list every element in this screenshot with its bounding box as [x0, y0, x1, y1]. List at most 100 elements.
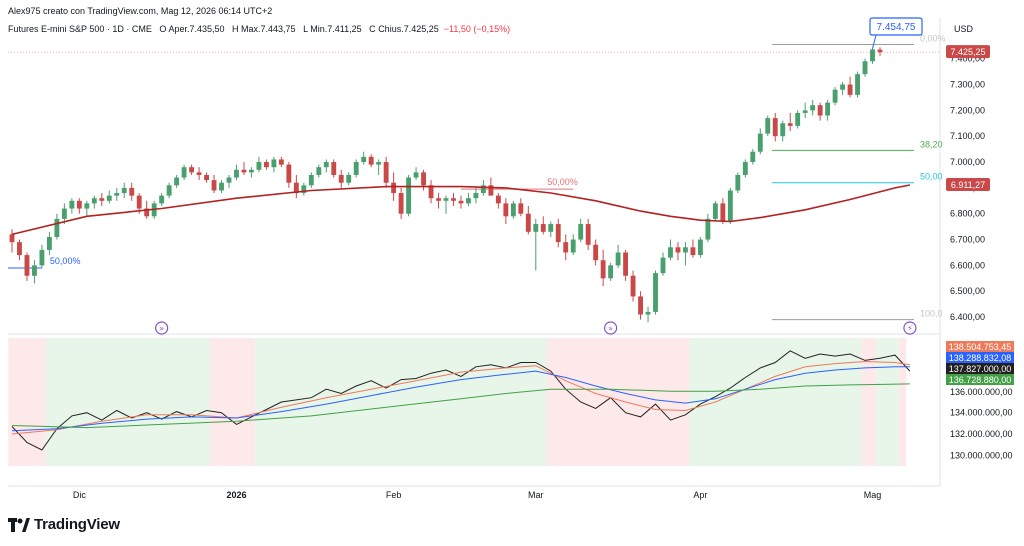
candle-body	[653, 273, 658, 312]
candle-body	[870, 49, 875, 62]
indicator-value-label: 138.504.753,45	[949, 342, 1012, 352]
candle-body	[144, 208, 150, 217]
candle-body	[46, 236, 52, 250]
candle-body	[301, 185, 307, 194]
candle-body	[623, 252, 629, 276]
indicator-value-label: 137.827.000,00	[949, 364, 1012, 374]
candle-body	[406, 177, 412, 214]
candle-body	[9, 234, 15, 243]
candle-body	[480, 185, 486, 194]
indicator-background-band	[689, 338, 862, 466]
indicator-background-band	[898, 338, 907, 466]
price-callout-pointer	[872, 34, 877, 49]
price-tick-label: 6.700,00	[950, 235, 985, 245]
candle-body	[787, 123, 793, 126]
candle-body	[488, 185, 494, 196]
fib-left-label: 50,00%	[50, 256, 81, 266]
candle-body	[660, 257, 666, 274]
candle-body	[114, 193, 120, 196]
candle-body	[638, 296, 643, 315]
candle-body	[563, 242, 569, 253]
fib-level-label: 100,0	[920, 309, 943, 319]
candle-body	[338, 174, 344, 183]
indicator-tick-label: 136.000.000,00	[950, 387, 1013, 397]
ohlc-legend: Futures E-mini S&P 500 · 1D · CME O Aper…	[8, 24, 510, 34]
tradingview-logo-icon	[8, 517, 30, 532]
candle-body	[810, 105, 816, 111]
indicator-value-badge	[946, 352, 1014, 363]
candle-body	[840, 84, 846, 90]
candle-body	[428, 185, 434, 199]
price-axis-badge-label: 7.425,25	[950, 47, 985, 57]
candle-body	[323, 162, 329, 168]
candle-body	[196, 172, 202, 175]
candle-body	[361, 156, 367, 163]
event-marker-icon	[155, 321, 169, 335]
indicator-series-line	[11, 350, 911, 451]
indicator-background-band	[45, 338, 211, 466]
candle-body	[608, 265, 614, 279]
candle-body	[750, 151, 756, 163]
low-value: Min.7.411,25	[310, 24, 362, 34]
tradingview-logo[interactable]: TradingView	[8, 516, 120, 533]
price-tick-label: 6.500,00	[950, 286, 985, 296]
candle-body	[466, 198, 471, 204]
candle-body	[278, 159, 284, 165]
candle-body	[697, 239, 703, 256]
candle-body	[32, 265, 37, 276]
candle-body	[765, 118, 771, 134]
indicator-background-band	[876, 338, 899, 466]
candle-body	[443, 198, 449, 201]
candle-body	[54, 218, 60, 237]
fib-level-label: 0,00%	[920, 33, 946, 43]
candle-body	[712, 203, 718, 219]
candle-body	[189, 167, 195, 173]
price-tick-label: 7.000,00	[950, 157, 985, 167]
candle-body	[84, 203, 90, 209]
low-label: L	[303, 24, 308, 34]
close-label: C	[369, 24, 376, 34]
symbol-title[interactable]: Futures E-mini S&P 500 · 1D · CME	[8, 24, 152, 34]
brand-name: TradingView	[34, 516, 120, 533]
time-axis-label: Dic	[73, 490, 86, 500]
close-value: Chius.7.425,25	[378, 24, 439, 34]
candle-body	[249, 169, 254, 173]
price-tick-label: 6.600,00	[950, 260, 985, 270]
indicator-series-line	[11, 366, 910, 432]
price-callout-box	[869, 17, 923, 36]
time-axis-label: Apr	[693, 490, 707, 500]
candle-body	[548, 224, 554, 232]
indicator-background-band	[255, 338, 548, 466]
candle-body	[136, 195, 142, 209]
candle-body	[398, 193, 404, 214]
candle-body	[121, 187, 127, 194]
candle-body	[256, 162, 262, 170]
candle-body	[855, 74, 860, 95]
event-marker-glyph: »	[608, 324, 613, 333]
candle-body	[510, 203, 516, 217]
indicator-background-band	[547, 338, 690, 466]
candle-body	[436, 198, 441, 201]
candle-body	[690, 247, 696, 256]
candle-body	[742, 162, 748, 175]
candle-body	[877, 49, 883, 53]
fib-level-label: 50,00	[920, 172, 943, 182]
candle-body	[174, 177, 180, 186]
currency-label[interactable]: USD	[954, 24, 974, 34]
candle-body	[675, 247, 681, 253]
candle-body	[316, 167, 322, 175]
candle-body	[211, 180, 217, 191]
candle-body	[533, 224, 539, 232]
candle-body	[600, 260, 606, 279]
candle-body	[862, 61, 868, 75]
candle-body	[166, 185, 172, 196]
indicator-background-band	[8, 338, 46, 466]
price-axis-badge	[946, 45, 990, 59]
candle-body	[817, 105, 823, 116]
indicator-background-band	[210, 338, 256, 466]
candle-body	[331, 162, 337, 175]
candle-body	[578, 224, 584, 240]
price-axis-badge-label: 6.911,27	[951, 180, 985, 190]
candle-body	[24, 255, 30, 276]
